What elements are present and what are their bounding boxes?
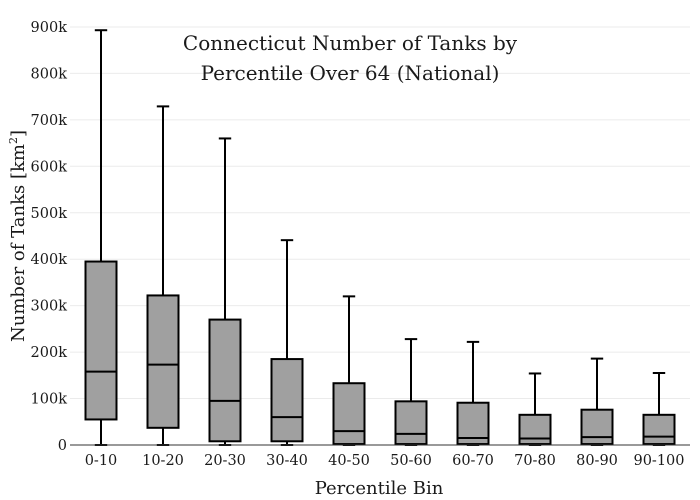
box-0-10 bbox=[84, 29, 118, 446]
box-50-60 bbox=[394, 338, 428, 446]
x-tick-label: 80-90 bbox=[576, 453, 618, 469]
y-tick-label: 400k bbox=[31, 252, 68, 268]
x-tick-label: 50-60 bbox=[390, 453, 432, 469]
box-series bbox=[84, 29, 676, 446]
iqr-box bbox=[580, 408, 614, 446]
y-tick-label: 0 bbox=[58, 438, 67, 454]
iqr-box bbox=[394, 400, 428, 446]
y-tick-label: 300k bbox=[31, 299, 68, 315]
x-axis-ticks: 0-10 10-20 20-30 30-40 40-50 50-60 60-70 70-80 8… bbox=[85, 453, 685, 469]
box-60-70 bbox=[456, 340, 490, 446]
box-20-30 bbox=[208, 137, 242, 446]
box-90-100 bbox=[642, 372, 676, 446]
y-tick-label: 100k bbox=[31, 392, 68, 408]
y-axis-label-superscript: 2 bbox=[7, 137, 20, 144]
y-axis-ticks: 0 100k 200k 300k 400k 500k 600k 700k 800k 900k bbox=[31, 20, 68, 454]
y-axis-label: Number of Tanks [km2] bbox=[7, 130, 29, 342]
iqr-box bbox=[84, 260, 118, 421]
x-tick-label: 40-50 bbox=[328, 453, 370, 469]
chart-title-line-1: Connecticut Number of Tanks by bbox=[183, 31, 518, 55]
x-tick-label: 70-80 bbox=[514, 453, 556, 469]
x-tick-label: 30-40 bbox=[266, 453, 308, 469]
iqr-box bbox=[146, 294, 180, 429]
iqr-box bbox=[518, 413, 552, 446]
x-tick-label: 20-30 bbox=[204, 453, 246, 469]
iqr-box bbox=[208, 318, 242, 443]
box-10-20 bbox=[146, 105, 180, 446]
x-tick-label: 60-70 bbox=[452, 453, 494, 469]
y-tick-label: 600k bbox=[31, 159, 68, 175]
iqr-box bbox=[642, 413, 676, 446]
y-tick-label: 200k bbox=[31, 345, 68, 361]
x-tick-label: 0-10 bbox=[85, 453, 118, 469]
x-tick-label: 10-20 bbox=[142, 453, 184, 469]
y-tick-label: 700k bbox=[31, 113, 68, 129]
box-70-80 bbox=[518, 372, 552, 446]
chart-title-line-2: Percentile Over 64 (National) bbox=[201, 61, 500, 85]
y-axis-label-main: Number of Tanks [km bbox=[8, 144, 29, 342]
box-30-40 bbox=[270, 239, 304, 446]
iqr-box bbox=[332, 382, 366, 446]
y-axis-label-close: ] bbox=[8, 130, 29, 137]
x-tick-label: 90-100 bbox=[633, 453, 684, 469]
y-tick-label: 800k bbox=[31, 66, 68, 82]
y-tick-label: 500k bbox=[31, 206, 68, 222]
y-tick-label: 900k bbox=[31, 20, 68, 36]
box-40-50 bbox=[332, 295, 366, 446]
box-80-90 bbox=[580, 357, 614, 446]
iqr-box bbox=[270, 358, 304, 443]
x-axis-label: Percentile Bin bbox=[315, 478, 444, 499]
